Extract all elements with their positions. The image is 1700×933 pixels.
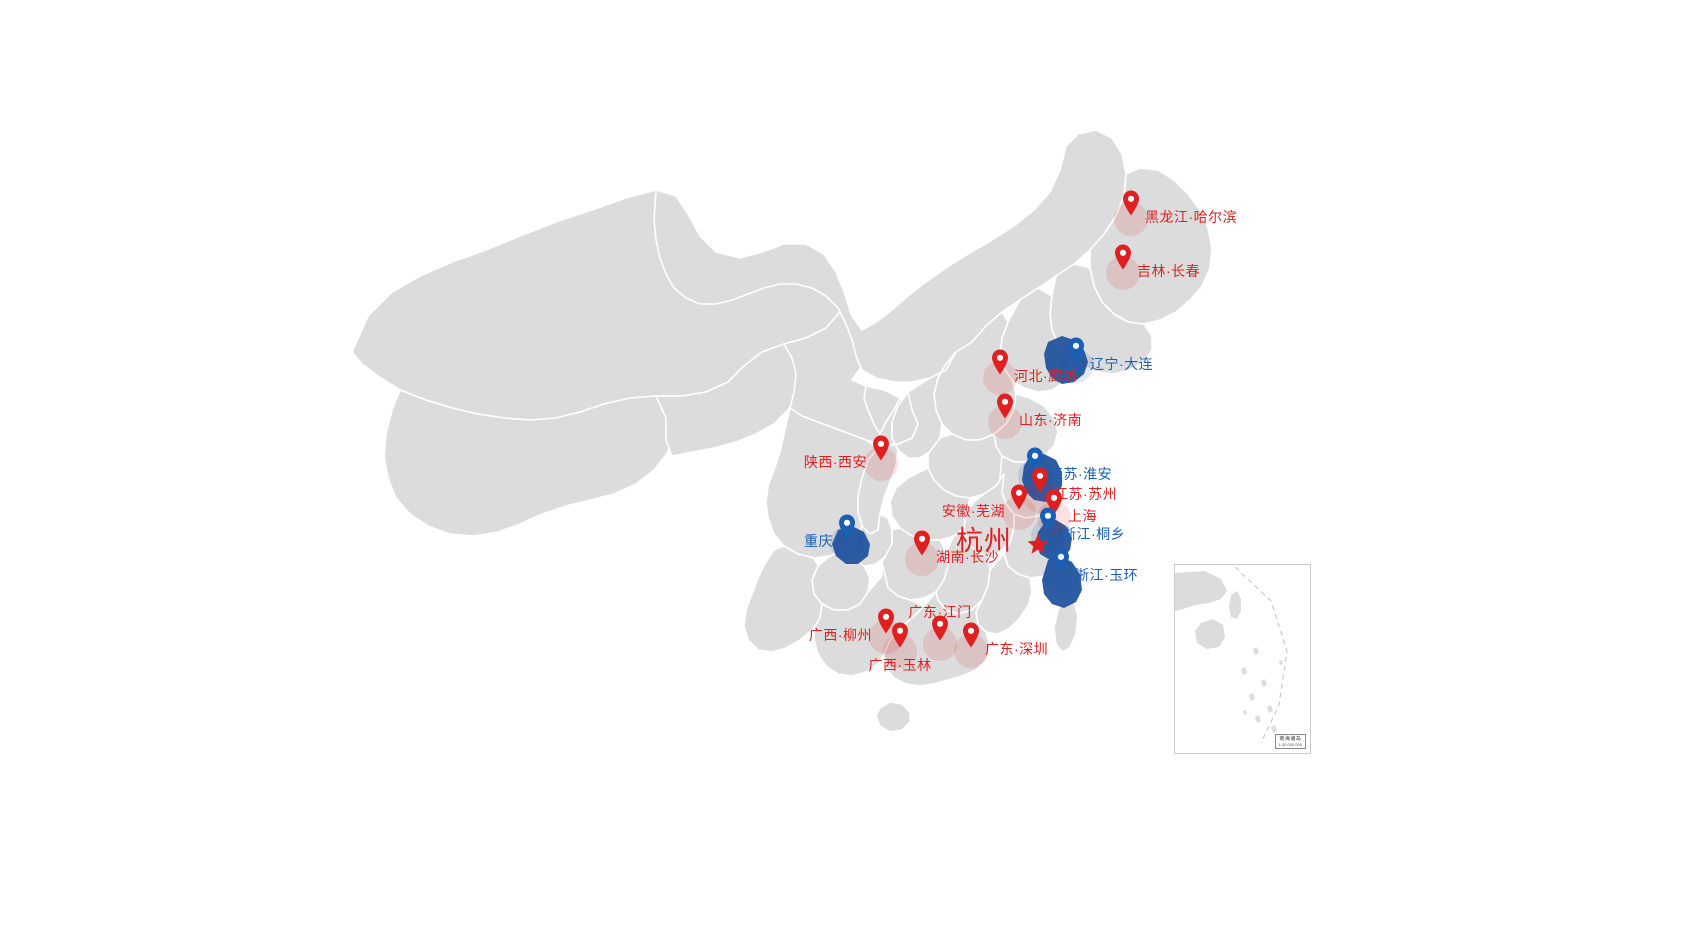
inset-mainland <box>1175 571 1227 611</box>
highlight-zhejiang-yuhuan <box>1042 556 1082 608</box>
location-pin-icon[interactable] <box>1031 467 1049 493</box>
location-pin-icon[interactable] <box>838 514 856 540</box>
marker-label: 江苏·苏州 <box>1054 486 1118 502</box>
inset-boundary-line <box>1234 566 1288 744</box>
marker-label: 江苏·淮安 <box>1049 466 1113 482</box>
marker-label: 广东·深圳 <box>985 641 1049 657</box>
inset-taiwan <box>1229 591 1241 619</box>
location-pin-icon[interactable] <box>1039 507 1057 533</box>
inset-dot-1 <box>1253 647 1259 655</box>
location-pin-icon[interactable] <box>962 622 980 648</box>
inset-map-svg <box>1175 566 1288 744</box>
location-pin-icon[interactable] <box>872 435 890 461</box>
province-yunnan <box>743 545 823 653</box>
inset-dot-5 <box>1267 705 1273 713</box>
location-pin-icon[interactable] <box>1052 548 1070 574</box>
location-pin-icon[interactable] <box>891 622 909 648</box>
marker-label: 山东·济南 <box>1019 412 1083 428</box>
province-tibet <box>383 389 673 537</box>
inset-scale-title: 南海诸岛 <box>1279 736 1302 742</box>
location-pin-icon[interactable] <box>1010 484 1028 510</box>
inset-hainan <box>1195 619 1225 649</box>
location-pin-icon[interactable] <box>877 608 895 634</box>
marker-label: 广西·柳州 <box>808 627 872 643</box>
marker-label: 黑龙江·哈尔滨 <box>1145 209 1238 225</box>
marker-label: 广东·江门 <box>908 604 972 620</box>
location-pin-icon[interactable] <box>1114 244 1132 270</box>
province-ningxia <box>863 385 901 435</box>
inset-scale-ratio: 1:30 000 000 <box>1278 742 1302 747</box>
inset-scale-bar: 南海诸岛 1:30 000 000 <box>1274 734 1306 749</box>
inset-dot-2 <box>1241 667 1247 675</box>
inset-dot-6 <box>1255 715 1261 723</box>
inset-dot-7 <box>1271 725 1277 733</box>
location-pin-icon[interactable] <box>1026 447 1044 473</box>
inset-dot-4 <box>1249 693 1255 701</box>
marker-label: 吉林·长春 <box>1137 263 1201 279</box>
marker-label: 重庆 <box>804 533 833 549</box>
location-pin-icon[interactable] <box>1122 190 1140 216</box>
location-pin-icon[interactable] <box>931 615 949 641</box>
highlight-chongqing <box>832 526 870 564</box>
inset-dot-9 <box>1279 660 1283 665</box>
inset-dot-3 <box>1261 679 1267 687</box>
location-pin-icon[interactable] <box>996 393 1014 419</box>
south-china-sea-inset: 南海诸岛 1:30 000 000 <box>1174 564 1311 754</box>
location-pin-icon[interactable] <box>913 530 931 556</box>
star-icon <box>1027 533 1049 554</box>
marker-label: 上海 <box>1068 508 1097 524</box>
province-guangxi <box>813 561 925 677</box>
marker-label: 陕西·西安 <box>803 454 867 470</box>
marker-label: 辽宁·大连 <box>1090 356 1154 372</box>
marker-label: 河北·廊坊 <box>1014 368 1078 384</box>
marker-label: 浙江·玉环 <box>1075 567 1139 583</box>
province-hainan <box>875 701 911 733</box>
headquarters-label: 杭州 <box>956 526 1012 556</box>
marker-label: 安徽·芜湖 <box>941 503 1005 519</box>
marker-label: 广西·玉林 <box>868 657 932 673</box>
marker-label: 浙江·桐乡 <box>1062 526 1126 542</box>
location-pin-icon[interactable] <box>991 349 1009 375</box>
marker-label: 湖南·长沙 <box>936 549 1000 565</box>
location-pin-icon[interactable] <box>1067 337 1085 363</box>
inset-dot-8 <box>1243 710 1247 715</box>
